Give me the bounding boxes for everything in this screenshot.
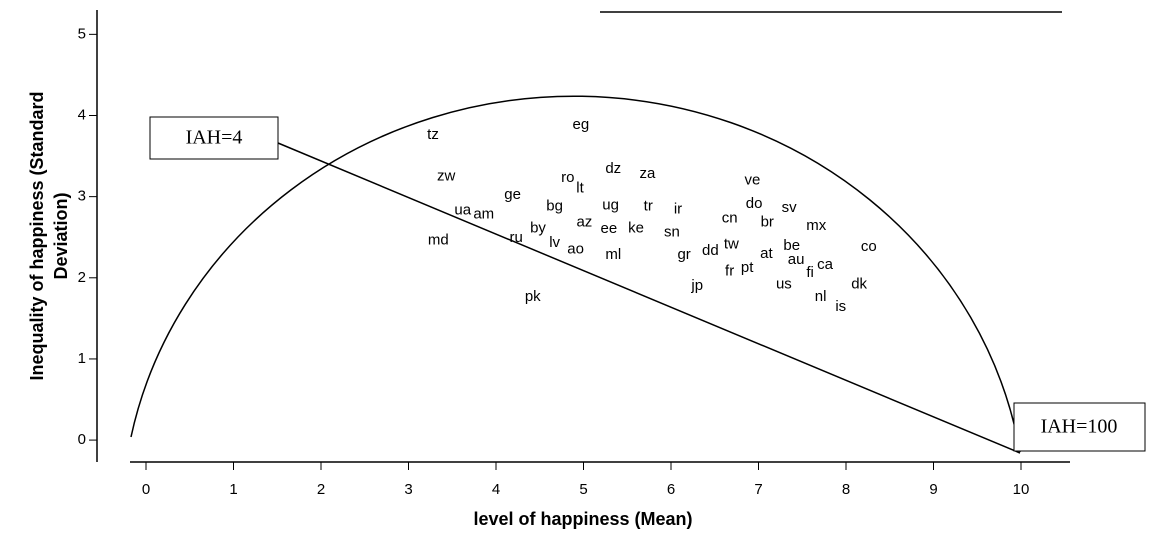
point-label: ug [602, 197, 619, 214]
x-tick-label: 6 [667, 481, 675, 498]
y-tick-label: 2 [78, 269, 86, 286]
point-label: ca [817, 256, 834, 273]
x-tick-label: 10 [1013, 481, 1030, 498]
annotation: IAH=4 [186, 127, 243, 149]
x-tick-label: 7 [754, 481, 762, 498]
point-label: us [776, 275, 792, 292]
point-label: tw [724, 235, 739, 252]
point-label: au [788, 251, 805, 268]
point-label: br [761, 214, 774, 231]
x-tick-label: 0 [142, 481, 150, 498]
point-label: is [835, 298, 846, 315]
point-label: sn [664, 223, 680, 240]
point-label: eg [573, 116, 590, 133]
point-label: dk [851, 275, 867, 292]
y-tick-label: 5 [78, 25, 86, 42]
y-tick-label: 1 [78, 350, 86, 367]
x-tick-label: 1 [229, 481, 237, 498]
point-label: by [530, 219, 546, 236]
point-label: ee [601, 220, 618, 237]
point-label: pk [525, 288, 541, 305]
point-label: zw [437, 167, 456, 184]
point-label: ro [561, 169, 574, 186]
point-label: be [783, 237, 800, 254]
annotation-box [1013, 402, 1146, 452]
point-label: co [861, 238, 877, 255]
point-label: ua [454, 201, 471, 218]
annotation-box [149, 116, 279, 160]
point-label: bg [546, 197, 563, 214]
point-label: az [576, 214, 592, 231]
point-label: fi [806, 264, 814, 281]
x-tick-label: 3 [404, 481, 412, 498]
point-label: gr [677, 246, 690, 263]
point-label: do [746, 195, 763, 212]
point-label: pt [741, 259, 754, 276]
point-label: dd [702, 242, 719, 259]
point-label: nl [815, 288, 827, 305]
y-axis-label: Inequality of happiness (Standard [27, 91, 47, 380]
point-label: tr [644, 197, 653, 214]
point-label: lt [576, 179, 584, 196]
point-label: fr [725, 262, 734, 279]
x-tick-label: 8 [842, 481, 850, 498]
x-tick-label: 2 [317, 481, 325, 498]
point-label: lv [549, 234, 560, 251]
point-label: ao [567, 240, 584, 257]
point-label: am [473, 205, 494, 222]
point-label: md [428, 231, 449, 248]
y-tick-label: 4 [78, 106, 86, 123]
point-label: ke [628, 219, 644, 236]
point-label: ml [605, 246, 621, 263]
x-tick-label: 5 [579, 481, 587, 498]
iah-line [277, 142, 1021, 454]
point-label: ru [509, 229, 522, 246]
point-label: ve [744, 171, 760, 188]
x-tick-label: 4 [492, 481, 500, 498]
y-tick-label: 3 [78, 188, 86, 205]
point-label: mx [806, 217, 826, 234]
annotation: IAH=100 [1041, 416, 1118, 438]
point-label: tz [427, 126, 439, 143]
point-label: cn [722, 210, 738, 227]
x-axis-label: level of happiness (Mean) [473, 509, 692, 529]
point-label: ir [674, 201, 682, 218]
y-tick-label: 0 [78, 431, 86, 448]
y-axis-label: Deviation) [51, 192, 71, 279]
semicircle [130, 95, 1021, 453]
point-label: at [760, 245, 773, 262]
point-label: sv [782, 199, 798, 216]
point-label: jp [690, 277, 703, 294]
point-label: ge [504, 186, 521, 203]
point-label: dz [605, 160, 621, 177]
x-tick-label: 9 [929, 481, 937, 498]
point-label: za [639, 165, 656, 182]
